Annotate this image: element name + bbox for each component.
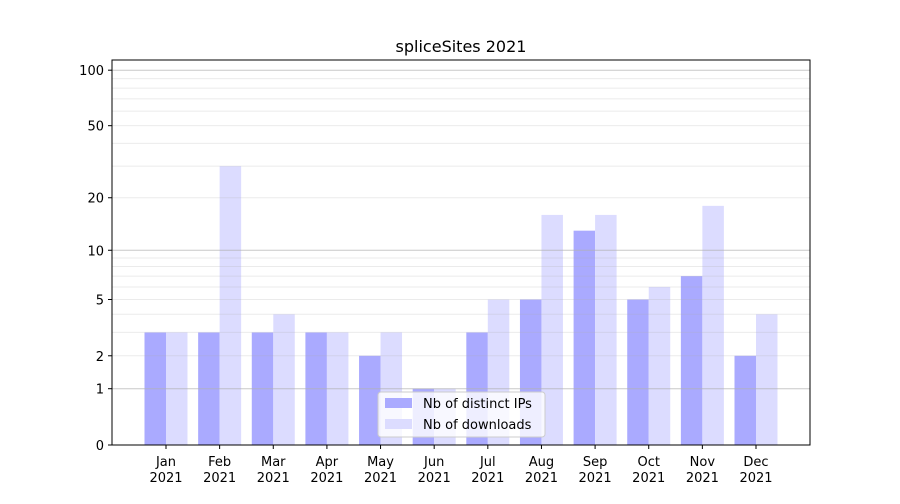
x-tick-label-line: Jun (423, 455, 444, 470)
x-tick-label: Mar 2021 (257, 455, 290, 486)
x-tick-label-line: 2021 (525, 471, 558, 486)
x-tick-label-line: Mar (261, 455, 286, 470)
y-tick-label: 20 (87, 192, 104, 207)
x-tick-label-line: 2021 (471, 471, 504, 486)
x-tick-label-line: Aug (529, 455, 554, 470)
y-tick-label: 0 (96, 439, 104, 454)
x-tick-label: Oct 2021 (632, 455, 665, 486)
bar-downloads (756, 314, 778, 445)
x-tick-label-line: 2021 (310, 471, 343, 486)
bar-downloads (648, 286, 671, 445)
chart-title: spliceSites 2021 (396, 37, 527, 56)
x-tick-label-line: 2021 (632, 471, 665, 486)
x-tick-label: Apr 2021 (310, 455, 343, 486)
y-tick-label: 1 (96, 383, 104, 398)
x-tick-label: Dec 2021 (739, 455, 772, 486)
x-tick-label-line: Feb (208, 455, 231, 470)
x-tick-label-line: 2021 (579, 471, 612, 486)
x-tick-label: Jul 2021 (471, 455, 504, 486)
bar-ips (680, 276, 703, 445)
bar-downloads (702, 205, 724, 445)
x-tick-label: May 2021 (364, 455, 397, 486)
plot-frame (111, 59, 811, 446)
x-tick-label-line: Dec (743, 455, 768, 470)
x-tick-label-line: 2021 (364, 471, 397, 486)
x-tick-label-line: Jan (155, 455, 176, 470)
bar-ips (573, 230, 596, 445)
x-tick-label-line: Apr (316, 455, 339, 470)
bar-ips (359, 355, 381, 445)
bar-downloads (541, 214, 563, 445)
y-tick-label: 5 (96, 293, 104, 308)
legend-swatch (385, 398, 412, 408)
y-tick-label: 10 (87, 244, 104, 259)
legend-box (377, 391, 546, 438)
bar-ips (627, 299, 649, 445)
x-tick-label-line: May (367, 455, 394, 470)
y-tick-label: 50 (87, 120, 104, 135)
legend-swatch (385, 419, 412, 429)
x-tick-label-line: Oct (637, 455, 659, 470)
x-tick-label: Nov 2021 (686, 455, 719, 486)
x-tick-label-line: Sep (583, 455, 608, 470)
x-tick-label-line: 2021 (686, 471, 719, 486)
x-tick-label-line: 2021 (739, 471, 772, 486)
bar-downloads (595, 214, 617, 445)
legend-label: Nb of distinct IPs (423, 397, 532, 412)
x-tick-label: Sep 2021 (579, 455, 612, 486)
x-tick-label-line: 2021 (257, 471, 290, 486)
x-tick-label-line: Nov (690, 455, 716, 470)
x-tick-label-line: Jul (479, 455, 496, 470)
bar-downloads (219, 166, 242, 445)
legend-label: Nb of downloads (423, 418, 532, 433)
x-tick-label-line: 2021 (418, 471, 451, 486)
y-tick-label: 100 (79, 64, 104, 79)
y-tick-label: 2 (96, 350, 104, 365)
x-tick-label: Jan 2021 (149, 455, 182, 486)
x-tick-label-line: 2021 (149, 471, 182, 486)
x-tick-label: Aug 2021 (525, 455, 558, 486)
bar-downloads (273, 314, 295, 445)
bar-ips (734, 355, 756, 445)
x-tick-label: Feb 2021 (203, 455, 236, 486)
x-tick-label: Jun 2021 (418, 455, 451, 486)
x-tick-label-line: 2021 (203, 471, 236, 486)
